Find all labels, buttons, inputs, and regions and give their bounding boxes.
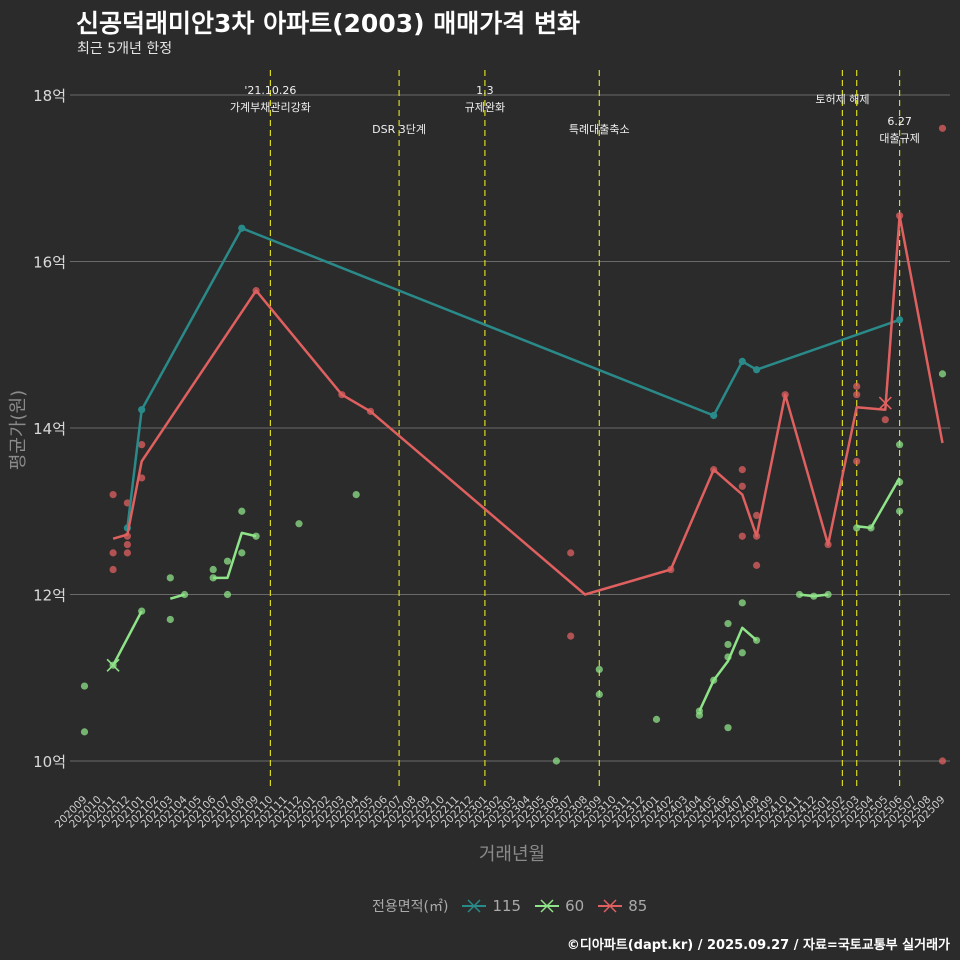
point-115 [896, 316, 904, 324]
cross-marker-60-b [106, 658, 120, 672]
point-85 [109, 549, 117, 557]
event-label: 규제완화 [465, 101, 505, 114]
event-label: 가계부채관리강화 [230, 101, 311, 114]
point-60 [352, 491, 360, 499]
point-60 [552, 757, 561, 765]
point-85 [753, 561, 761, 569]
point-85 [567, 549, 575, 557]
event-label: 6.27 [887, 115, 912, 128]
point-85 [938, 124, 947, 132]
point-60 [252, 532, 260, 540]
y-tick-label: 12억 [33, 587, 66, 605]
legend-label-115: 115 [492, 897, 522, 915]
point-60 [652, 715, 661, 723]
cross-marker-60 [106, 658, 120, 672]
point-85 [738, 482, 746, 490]
point-85 [109, 491, 117, 499]
series-line-60 [111, 610, 143, 666]
series-line-60 [698, 626, 758, 712]
point-115 [238, 224, 246, 232]
series-line-60 [169, 593, 185, 600]
event-label: DSR 3단계 [372, 123, 426, 136]
point-115 [138, 406, 146, 414]
point-60 [595, 690, 603, 699]
point-85 [938, 757, 947, 765]
point-85 [738, 532, 746, 540]
event-label: 토허제 해제 [815, 92, 869, 106]
point-60 [209, 574, 217, 582]
point-60 [738, 599, 746, 607]
point-60 [209, 565, 217, 574]
point-60 [80, 728, 89, 736]
legend-swatch-60 [535, 899, 560, 913]
point-60 [724, 640, 732, 649]
event-label: 특례대출축소 [569, 123, 630, 136]
point-115 [738, 357, 746, 365]
point-115 [710, 411, 718, 420]
point-85 [881, 416, 889, 424]
x-axis-title: 거래년월 [479, 844, 545, 865]
point-60 [166, 615, 174, 624]
legend-title: 전용면적(㎡) [372, 899, 449, 915]
point-85 [567, 632, 575, 640]
legend-label-60: 60 [565, 897, 585, 915]
series-line-115 [126, 226, 901, 529]
point-60 [938, 370, 947, 378]
point-85 [738, 466, 746, 474]
point-60 [80, 682, 89, 690]
point-85 [123, 549, 131, 557]
cross-marker-85-b [878, 396, 892, 410]
series-line-60 [213, 531, 257, 580]
point-60 [896, 441, 904, 449]
cross-marker-85 [878, 396, 892, 410]
legend-swatch-115 [462, 899, 487, 913]
legend-item-60: 60 [533, 897, 584, 915]
y-tick-label: 14억 [33, 420, 66, 438]
y-tick-label: 10억 [33, 753, 66, 771]
event-label: 대출규제 [879, 132, 919, 145]
legend-item-85: 85 [596, 897, 647, 915]
event-label: '21.10.26 [244, 84, 296, 97]
point-85 [109, 565, 117, 574]
point-85 [123, 540, 131, 549]
point-60 [595, 665, 603, 674]
y-axis-title: 평균가(원) [8, 390, 29, 470]
series-line-85 [112, 214, 944, 596]
y-tick-label: 16억 [33, 254, 66, 272]
point-85 [138, 441, 146, 449]
source-caption: ©디아파트(dapt.kr) / 2025.09.27 / 자료=국토교통부 실… [566, 938, 950, 953]
point-85 [853, 382, 861, 390]
point-115 [753, 366, 761, 374]
point-60 [295, 520, 303, 528]
chart-subtitle: 최근 5개년 한정 [77, 41, 173, 57]
point-85 [853, 457, 861, 465]
legend-item-115: 115 [460, 897, 521, 915]
event-label: 1.3 [476, 84, 494, 97]
legend-swatch-85 [598, 899, 623, 913]
legend: 전용면적(㎡) 115 60 85 [372, 896, 647, 916]
series-line-60 [799, 593, 829, 598]
point-60 [223, 590, 232, 599]
point-60 [896, 507, 904, 515]
point-60 [238, 549, 246, 557]
series-line-60 [856, 477, 901, 530]
chart-title: 신공덕래미안3차 아파트(2003) 매매가격 변화 [76, 9, 580, 38]
legend-label-85: 85 [628, 897, 648, 915]
point-85 [853, 391, 861, 399]
point-60 [166, 574, 174, 582]
point-85 [753, 511, 761, 520]
point-60 [724, 620, 732, 628]
point-60 [724, 724, 732, 732]
point-60 [738, 649, 746, 657]
y-tick-label: 18억 [33, 87, 66, 105]
point-60 [223, 557, 232, 565]
point-60 [238, 507, 246, 515]
